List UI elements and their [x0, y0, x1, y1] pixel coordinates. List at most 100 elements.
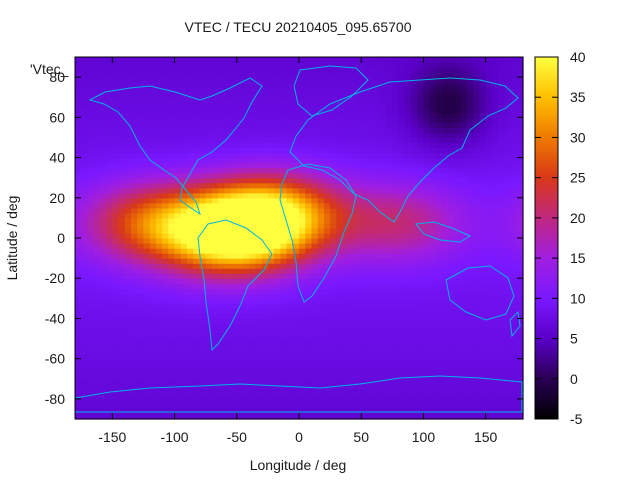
- heatmap-cell: [330, 212, 337, 219]
- heatmap-cell: [460, 167, 468, 174]
- heatmap-cell: [498, 202, 505, 209]
- heatmap-cell: [187, 167, 194, 174]
- heatmap-cell: [211, 82, 219, 88]
- heatmap-cell: [305, 222, 313, 229]
- heatmap-cell: [448, 112, 456, 118]
- heatmap-cell: [342, 278, 350, 284]
- heatmap-cell: [448, 102, 456, 108]
- heatmap-cell: [75, 268, 82, 274]
- heatmap-cell: [93, 388, 101, 395]
- heatmap-cell: [448, 363, 456, 370]
- heatmap-cell: [411, 107, 418, 113]
- heatmap-cell: [274, 172, 281, 179]
- heatmap-cell: [255, 112, 263, 118]
- heatmap-cell: [454, 358, 462, 365]
- heatmap-cell: [311, 283, 319, 289]
- heatmap-cell: [143, 273, 151, 279]
- heatmap-cell: [249, 142, 257, 149]
- heatmap-cell: [255, 87, 263, 93]
- heatmap-cell: [292, 187, 300, 194]
- heatmap-cell: [211, 333, 219, 340]
- heatmap-cell: [118, 413, 126, 420]
- heatmap-cell: [174, 373, 182, 380]
- heatmap-cell: [174, 112, 182, 118]
- heatmap-cell: [330, 278, 337, 284]
- heatmap-cell: [479, 157, 487, 164]
- heatmap-cell: [261, 72, 269, 78]
- heatmap-cell: [162, 413, 169, 420]
- heatmap-cell: [311, 333, 319, 340]
- heatmap-cell: [149, 238, 157, 244]
- heatmap-cell: [485, 253, 493, 259]
- heatmap-cell: [155, 323, 163, 330]
- heatmap-cell: [93, 132, 101, 139]
- heatmap-cell: [479, 298, 487, 304]
- heatmap-cell: [218, 348, 225, 355]
- heatmap-cell: [180, 222, 188, 229]
- heatmap-cell: [261, 197, 269, 204]
- heatmap-cell: [336, 107, 344, 113]
- heatmap-cell: [174, 132, 182, 139]
- heatmap-cell: [498, 232, 505, 239]
- heatmap-cell: [112, 343, 120, 350]
- heatmap-cell: [243, 72, 250, 78]
- heatmap-cell: [230, 248, 238, 254]
- heatmap-cell: [124, 268, 132, 274]
- heatmap-cell: [236, 127, 244, 134]
- heatmap-cell: [280, 187, 288, 194]
- heatmap-cell: [398, 227, 406, 234]
- heatmap-cell: [280, 358, 288, 365]
- heatmap-cell: [479, 207, 487, 214]
- heatmap-cell: [355, 197, 362, 204]
- heatmap-cell: [379, 222, 387, 229]
- heatmap-cell: [305, 167, 313, 174]
- heatmap-cell: [218, 318, 225, 325]
- heatmap-cell: [423, 187, 431, 194]
- heatmap-cell: [398, 358, 406, 365]
- heatmap-cell: [131, 328, 138, 335]
- heatmap-cell: [429, 162, 437, 169]
- heatmap-cell: [448, 323, 456, 330]
- heatmap-cell: [174, 162, 182, 169]
- heatmap-cell: [162, 202, 169, 209]
- heatmap-cell: [516, 167, 524, 174]
- heatmap-cell: [149, 172, 157, 179]
- heatmap-cell: [460, 97, 468, 103]
- heatmap-cell: [292, 172, 300, 179]
- heatmap-cell: [149, 258, 157, 264]
- heatmap-cell: [162, 182, 169, 189]
- heatmap-cell: [467, 343, 474, 350]
- heatmap-cell: [485, 283, 493, 289]
- heatmap-cell: [442, 147, 449, 154]
- heatmap-cell: [267, 212, 275, 219]
- heatmap-cell: [448, 107, 456, 113]
- heatmap-cell: [460, 288, 468, 294]
- heatmap-cell: [149, 132, 157, 139]
- heatmap-cell: [435, 318, 443, 325]
- heatmap-cell: [342, 363, 350, 370]
- heatmap-cell: [274, 77, 281, 83]
- heatmap-cell: [317, 323, 325, 330]
- heatmap-cell: [442, 162, 449, 169]
- heatmap-cell: [149, 92, 157, 98]
- heatmap-cell: [112, 298, 120, 304]
- heatmap-cell: [411, 363, 418, 370]
- heatmap-cell: [131, 97, 138, 103]
- heatmap-cell: [199, 142, 207, 149]
- heatmap-cell: [236, 318, 244, 325]
- heatmap-cell: [367, 152, 375, 159]
- heatmap-cell: [106, 378, 113, 385]
- heatmap-cell: [435, 147, 443, 154]
- heatmap-cell: [124, 67, 132, 73]
- heatmap-cell: [218, 152, 225, 159]
- heatmap-cell: [218, 343, 225, 350]
- heatmap-cell: [429, 328, 437, 335]
- heatmap-cell: [199, 147, 207, 154]
- heatmap-cell: [305, 258, 313, 264]
- heatmap-cell: [230, 102, 238, 108]
- heatmap-cell: [162, 378, 169, 385]
- heatmap-cell: [99, 102, 107, 108]
- heatmap-cell: [442, 217, 449, 224]
- heatmap-cell: [454, 77, 462, 83]
- heatmap-cell: [143, 343, 151, 350]
